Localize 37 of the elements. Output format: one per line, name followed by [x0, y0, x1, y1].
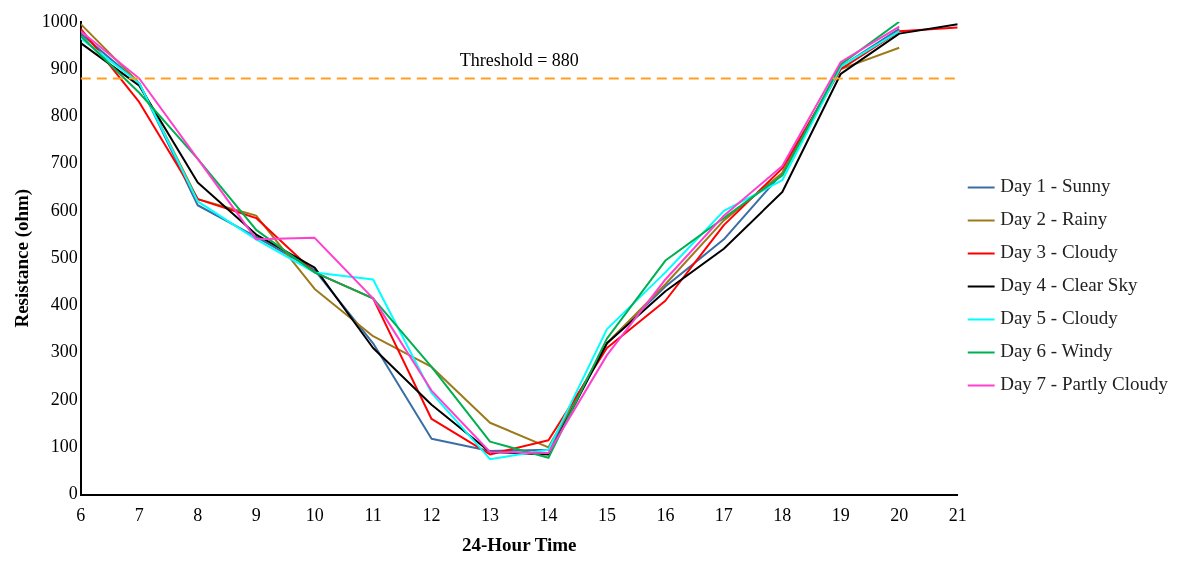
y-tick-label: 1000 [41, 10, 78, 31]
legend-label: Day 6 - Windy [1000, 340, 1114, 362]
legend-label: Day 4 - Clear Sky [1000, 274, 1138, 296]
ref-line-label: Threshold = 880 [459, 50, 579, 71]
x-tick-label: 17 [714, 505, 733, 526]
y-tick-label: 0 [68, 483, 78, 504]
x-tick-label: 13 [481, 505, 500, 526]
legend-label: Day 7 - Partly Cloudy [1000, 373, 1169, 395]
x-tick-label: 7 [134, 505, 144, 526]
x-axis-title: 24-Hour Time [461, 533, 577, 555]
legend-label: Day 1 - Sunny [1000, 175, 1111, 197]
x-tick-label: 14 [539, 505, 558, 526]
y-tick-label: 700 [50, 152, 78, 173]
x-tick-label: 15 [597, 505, 616, 526]
x-tick-label: 9 [251, 505, 261, 526]
y-tick-label: 600 [50, 199, 78, 220]
x-tick-label: 10 [305, 505, 324, 526]
y-tick-label: 400 [50, 294, 78, 315]
y-tick-label: 900 [50, 57, 78, 78]
legend-label: Day 3 - Cloudy [1000, 241, 1119, 263]
y-tick-label: 300 [50, 341, 78, 362]
y-tick-label: 200 [50, 388, 78, 409]
x-tick-label: 6 [76, 505, 86, 526]
y-axis-title: Resistance (ohm) [11, 188, 34, 328]
x-tick-label: 16 [656, 505, 675, 526]
x-tick-label: 20 [890, 505, 909, 526]
x-tick-label: 12 [422, 505, 441, 526]
x-tick-label: 18 [773, 505, 792, 526]
x-tick-label: 19 [831, 505, 850, 526]
x-tick-label: 8 [193, 505, 203, 526]
x-tick-label: 21 [948, 505, 967, 526]
y-tick-label: 500 [50, 246, 78, 267]
y-tick-label: 100 [50, 436, 78, 457]
x-tick-label: 11 [364, 505, 382, 526]
legend-label: Day 2 - Rainy [1000, 208, 1108, 230]
legend-label: Day 5 - Cloudy [1000, 307, 1119, 329]
y-tick-label: 800 [50, 105, 78, 126]
